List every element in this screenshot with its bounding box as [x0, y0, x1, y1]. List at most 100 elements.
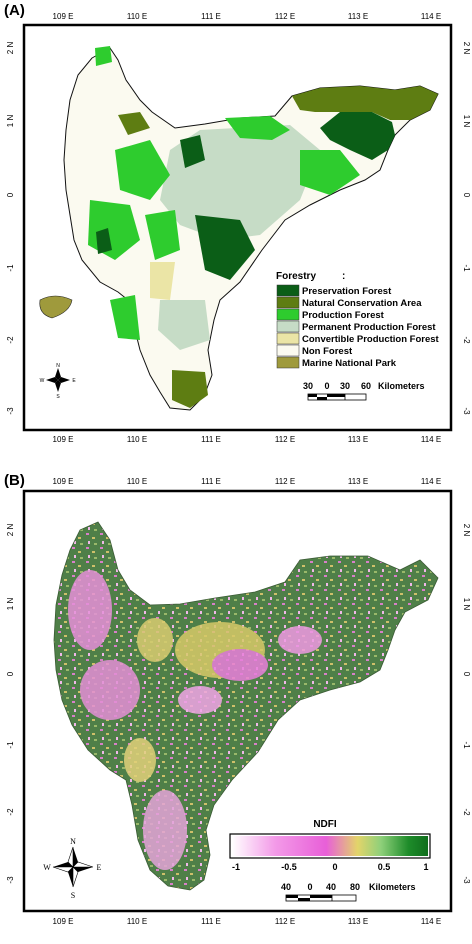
- lat-tick-left: -1: [6, 264, 15, 272]
- lon-tick-bottom: 111 E: [201, 435, 221, 444]
- lon-tick-bottom: 113 E: [348, 917, 368, 926]
- legend-label: Natural Conservation Area: [302, 298, 422, 309]
- lat-tick-left: -3: [6, 407, 15, 415]
- lat-tick-right: 2 N: [462, 42, 471, 55]
- scale-bar-segment: [317, 397, 327, 400]
- lon-tick-bottom: 112 E: [275, 917, 295, 926]
- lon-tick-bottom: 110 E: [127, 435, 147, 444]
- natural-conservation-patch: [118, 112, 150, 135]
- marine-national-park-patch: [39, 295, 73, 319]
- lat-tick-right: -3: [462, 407, 471, 415]
- province-land-b: [53, 521, 439, 891]
- legend-label: Marine National Park: [302, 358, 397, 369]
- scale-bar-segment: [298, 898, 310, 901]
- lat-tick-left: -2: [6, 808, 15, 816]
- lon-tick-top: 112 E: [275, 12, 295, 21]
- legend-swatch: [276, 320, 300, 333]
- compass-s: S: [71, 891, 75, 900]
- permanent-production-patch: [158, 300, 210, 350]
- lat-tick-right: -1: [462, 264, 471, 272]
- production-patch: [95, 46, 112, 66]
- compass-b: N S W E: [43, 837, 101, 900]
- legend-item-natural-conservation-area: Natural Conservation Area: [276, 296, 422, 309]
- lat-tick-right: 1 N: [462, 115, 471, 128]
- colorbar-tick: 0: [332, 862, 337, 872]
- scale-tick: 80: [350, 882, 360, 892]
- lon-tick-bottom: 109 E: [53, 917, 74, 926]
- legend-item-convertible-production-forest: Convertible Production Forest: [276, 332, 440, 345]
- lon-tick-top: 112 E: [275, 477, 295, 486]
- lon-tick-bottom: 109 E: [53, 435, 74, 444]
- lat-tick-left: 1 N: [6, 598, 15, 611]
- preservation-patch: [195, 215, 255, 280]
- forestry-legend: Forestry : Preservation Forest Natural C…: [276, 271, 440, 369]
- scale-tick: 0: [324, 381, 329, 391]
- lat-tick-right: -1: [462, 741, 471, 749]
- legend-item-preservation-forest: Preservation Forest: [276, 284, 392, 297]
- production-patch: [110, 295, 140, 340]
- scale-bar-segment: [327, 394, 345, 397]
- panel-a-label: (A): [4, 2, 25, 19]
- lon-tick-top: 110 E: [127, 477, 147, 486]
- lon-tick-top: 110 E: [127, 12, 147, 21]
- scale-bar-segment: [308, 394, 317, 397]
- lat-tick-left: 1 N: [6, 115, 15, 128]
- lon-tick-top: 111 E: [201, 12, 221, 21]
- lat-tick-right: 1 N: [462, 598, 471, 611]
- legend-swatch: [276, 296, 300, 309]
- production-patch: [225, 116, 290, 140]
- panel-a-lon-ticks: 109 E 110 E 111 E 112 E 113 E 114 E 109 …: [53, 12, 442, 444]
- natural-conservation-patch: [292, 86, 438, 120]
- compass-e: E: [97, 863, 102, 872]
- lon-tick-top: 111 E: [201, 477, 221, 486]
- scale-tick: 30: [303, 381, 313, 391]
- compass-w: W: [40, 378, 45, 384]
- colorbar-tick: 0.5: [378, 862, 391, 872]
- legend-label: Production Forest: [302, 310, 385, 321]
- panel-a-lat-ticks: 2 N 1 N 0 -1 -2 -3 2 N 1 N 0 -1 -2 -3: [6, 42, 471, 416]
- panel-b-label: (B): [4, 472, 25, 489]
- colorbar-gradient: [232, 836, 428, 856]
- lat-tick-right: 0: [462, 193, 471, 198]
- lat-tick-right: -3: [462, 876, 471, 884]
- ndfi-patch: [278, 626, 322, 654]
- ndfi-patch: [80, 660, 140, 720]
- scale-unit: Kilometers: [369, 882, 416, 892]
- natural-conservation-patch: [172, 370, 208, 408]
- ndfi-patch: [178, 686, 222, 714]
- lat-tick-right: 2 N: [462, 524, 471, 537]
- convertible-production-patch: [150, 262, 175, 300]
- preservation-patch: [96, 228, 112, 254]
- preservation-patch: [180, 135, 205, 168]
- lat-tick-left: -2: [6, 336, 15, 344]
- panel-b: 109 E 110 E 111 E 112 E 113 E 114 E 109 …: [6, 477, 471, 926]
- ndfi-patch: [68, 570, 112, 650]
- lon-tick-top: 114 E: [421, 12, 441, 21]
- scale-bar-b: 40 0 40 80 Kilometers: [281, 882, 416, 902]
- lon-tick-bottom: 110 E: [127, 917, 147, 926]
- scale-tick: 0: [307, 882, 312, 892]
- panel-b-lon-ticks: 109 E 110 E 111 E 112 E 113 E 114 E 109 …: [53, 477, 442, 926]
- lat-tick-left: 2 N: [6, 42, 15, 55]
- panel-a: 109 E 110 E 111 E 112 E 113 E 114 E 109 …: [6, 12, 471, 444]
- colorbar-tick: -0.5: [281, 862, 297, 872]
- lon-tick-bottom: 113 E: [348, 435, 368, 444]
- production-patch: [145, 210, 180, 260]
- ndfi-colorbar: NDFI -1 -0.5 0 0.5 1: [229, 819, 431, 872]
- legend-item-non-forest: Non Forest: [276, 344, 353, 357]
- preservation-patch: [320, 112, 395, 160]
- legend-item-production-forest: Production Forest: [276, 308, 385, 321]
- legend-label: Convertible Production Forest: [302, 334, 440, 345]
- lon-tick-bottom: 114 E: [421, 917, 441, 926]
- colorbar-tick: 1: [423, 862, 428, 872]
- lat-tick-right: -2: [462, 808, 471, 816]
- lon-tick-top: 114 E: [421, 477, 441, 486]
- ndfi-patch: [137, 618, 173, 662]
- scale-tick: 40: [281, 882, 291, 892]
- scale-tick: 60: [361, 381, 371, 391]
- ndfi-patch: [124, 738, 156, 782]
- scale-bar-segment: [310, 895, 332, 898]
- compass-n: N: [70, 837, 76, 846]
- scale-tick: 30: [340, 381, 350, 391]
- production-patch: [115, 140, 170, 200]
